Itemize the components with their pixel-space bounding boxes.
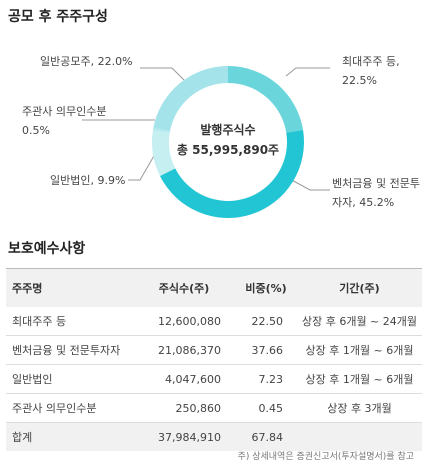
section-title: 보호예수사항 (8, 241, 86, 257)
donut-segment (159, 130, 305, 219)
header-cell: 비중(%) (235, 268, 297, 307)
slice-category: 일반공모주, (40, 55, 95, 68)
table-cell: 0.45 (235, 393, 297, 423)
table-row: 합계 37,984,910 67.84 (6, 422, 422, 451)
table-cell: 합계 (6, 422, 133, 451)
slice-value: 22.5% (342, 74, 377, 87)
slice-label: 벤처금융 및 전문투자자, 45.2% (332, 174, 428, 212)
table-cell: 벤처금융 및 전문투자자 (6, 335, 133, 365)
table-cell: 67.84 (235, 422, 297, 451)
table-cell: 상장 후 6개월 ~ 24개월 (297, 307, 422, 336)
header-cell: 주주명 (6, 268, 133, 307)
table-cell: 상장 후 3개월 (297, 393, 422, 423)
slice-value: 0.5% (22, 124, 50, 137)
table-cell: 7.23 (235, 364, 297, 394)
header-cell: 기간(주) (297, 268, 422, 307)
table-cell: 37,984,910 (133, 422, 235, 451)
table-cell: 최대주주 등 (6, 307, 133, 336)
table-cell: 12,600,080 (133, 307, 235, 336)
donut-segment (151, 130, 176, 176)
header-cell: 주식수(주) (133, 268, 235, 307)
donut-segment (152, 127, 171, 133)
slice-value: 45.2% (359, 196, 395, 209)
table-row: 일반법인 4,047,600 7.23 상장 후 1개월 ~ 6개월 (6, 364, 422, 394)
slice-value: 22.0% (97, 55, 133, 68)
table-cell: 22.50 (235, 307, 297, 336)
slice-label: 일반법인, 9.9% (50, 171, 150, 190)
slice-category: 주관사 의무인수분 (22, 105, 107, 118)
slice-label: 최대주주 등, 22.5% (342, 52, 422, 90)
chart: 발행주식수 총 55,995,890주 (82, 66, 330, 219)
table-row: 최대주주 등 12,600,080 22.50 상장 후 6개월 ~ 24개월 (6, 307, 422, 336)
header-row: 주주명 주식수(주) 비중(%) 기간(주) (6, 268, 422, 307)
table-cell: 일반법인 (6, 364, 133, 394)
center-label: 발행주식수 (200, 122, 255, 137)
table-cell: 상장 후 1개월 ~ 6개월 (297, 335, 422, 365)
slice-value: 9.9% (97, 174, 126, 187)
center-label: 총 55,995,890주 (177, 142, 279, 157)
section-title: 공모 후 주주구성 (8, 9, 108, 25)
donut-segment (228, 66, 304, 133)
table: 주주명 주식수(주) 비중(%) 기간(주) 최대주주 등 12,600,080 2… (6, 268, 422, 451)
table-row: 주관사 의무인수분 250,860 0.45 상장 후 3개월 (6, 393, 422, 423)
slice-category: 벤처금융 및 전문투자자, (332, 177, 420, 209)
slice-category: 최대주주 등, (342, 55, 400, 68)
table-cell: 4,047,600 (133, 364, 235, 394)
table-cell: 250,860 (133, 393, 235, 423)
slice-category: 일반법인, (50, 174, 94, 187)
donut-segment (153, 66, 228, 131)
table-cell: 37.66 (235, 335, 297, 365)
slice-label: 주관사 의무인수분 0.5% (22, 102, 132, 140)
footnote: 주) 상세내역은 증권신고서(투자설명서)를 참고 (237, 452, 414, 462)
table-cell (297, 422, 422, 451)
table-cell: 상장 후 1개월 ~ 6개월 (297, 364, 422, 394)
table-cell: 21,086,370 (133, 335, 235, 365)
table-cell: 주관사 의무인수분 (6, 393, 133, 423)
slice-label: 일반공모주, 22.0% (40, 52, 170, 71)
table-row: 벤처금융 및 전문투자자 21,086,370 37.66 상장 후 1개월 ~ 6개… (6, 335, 422, 365)
